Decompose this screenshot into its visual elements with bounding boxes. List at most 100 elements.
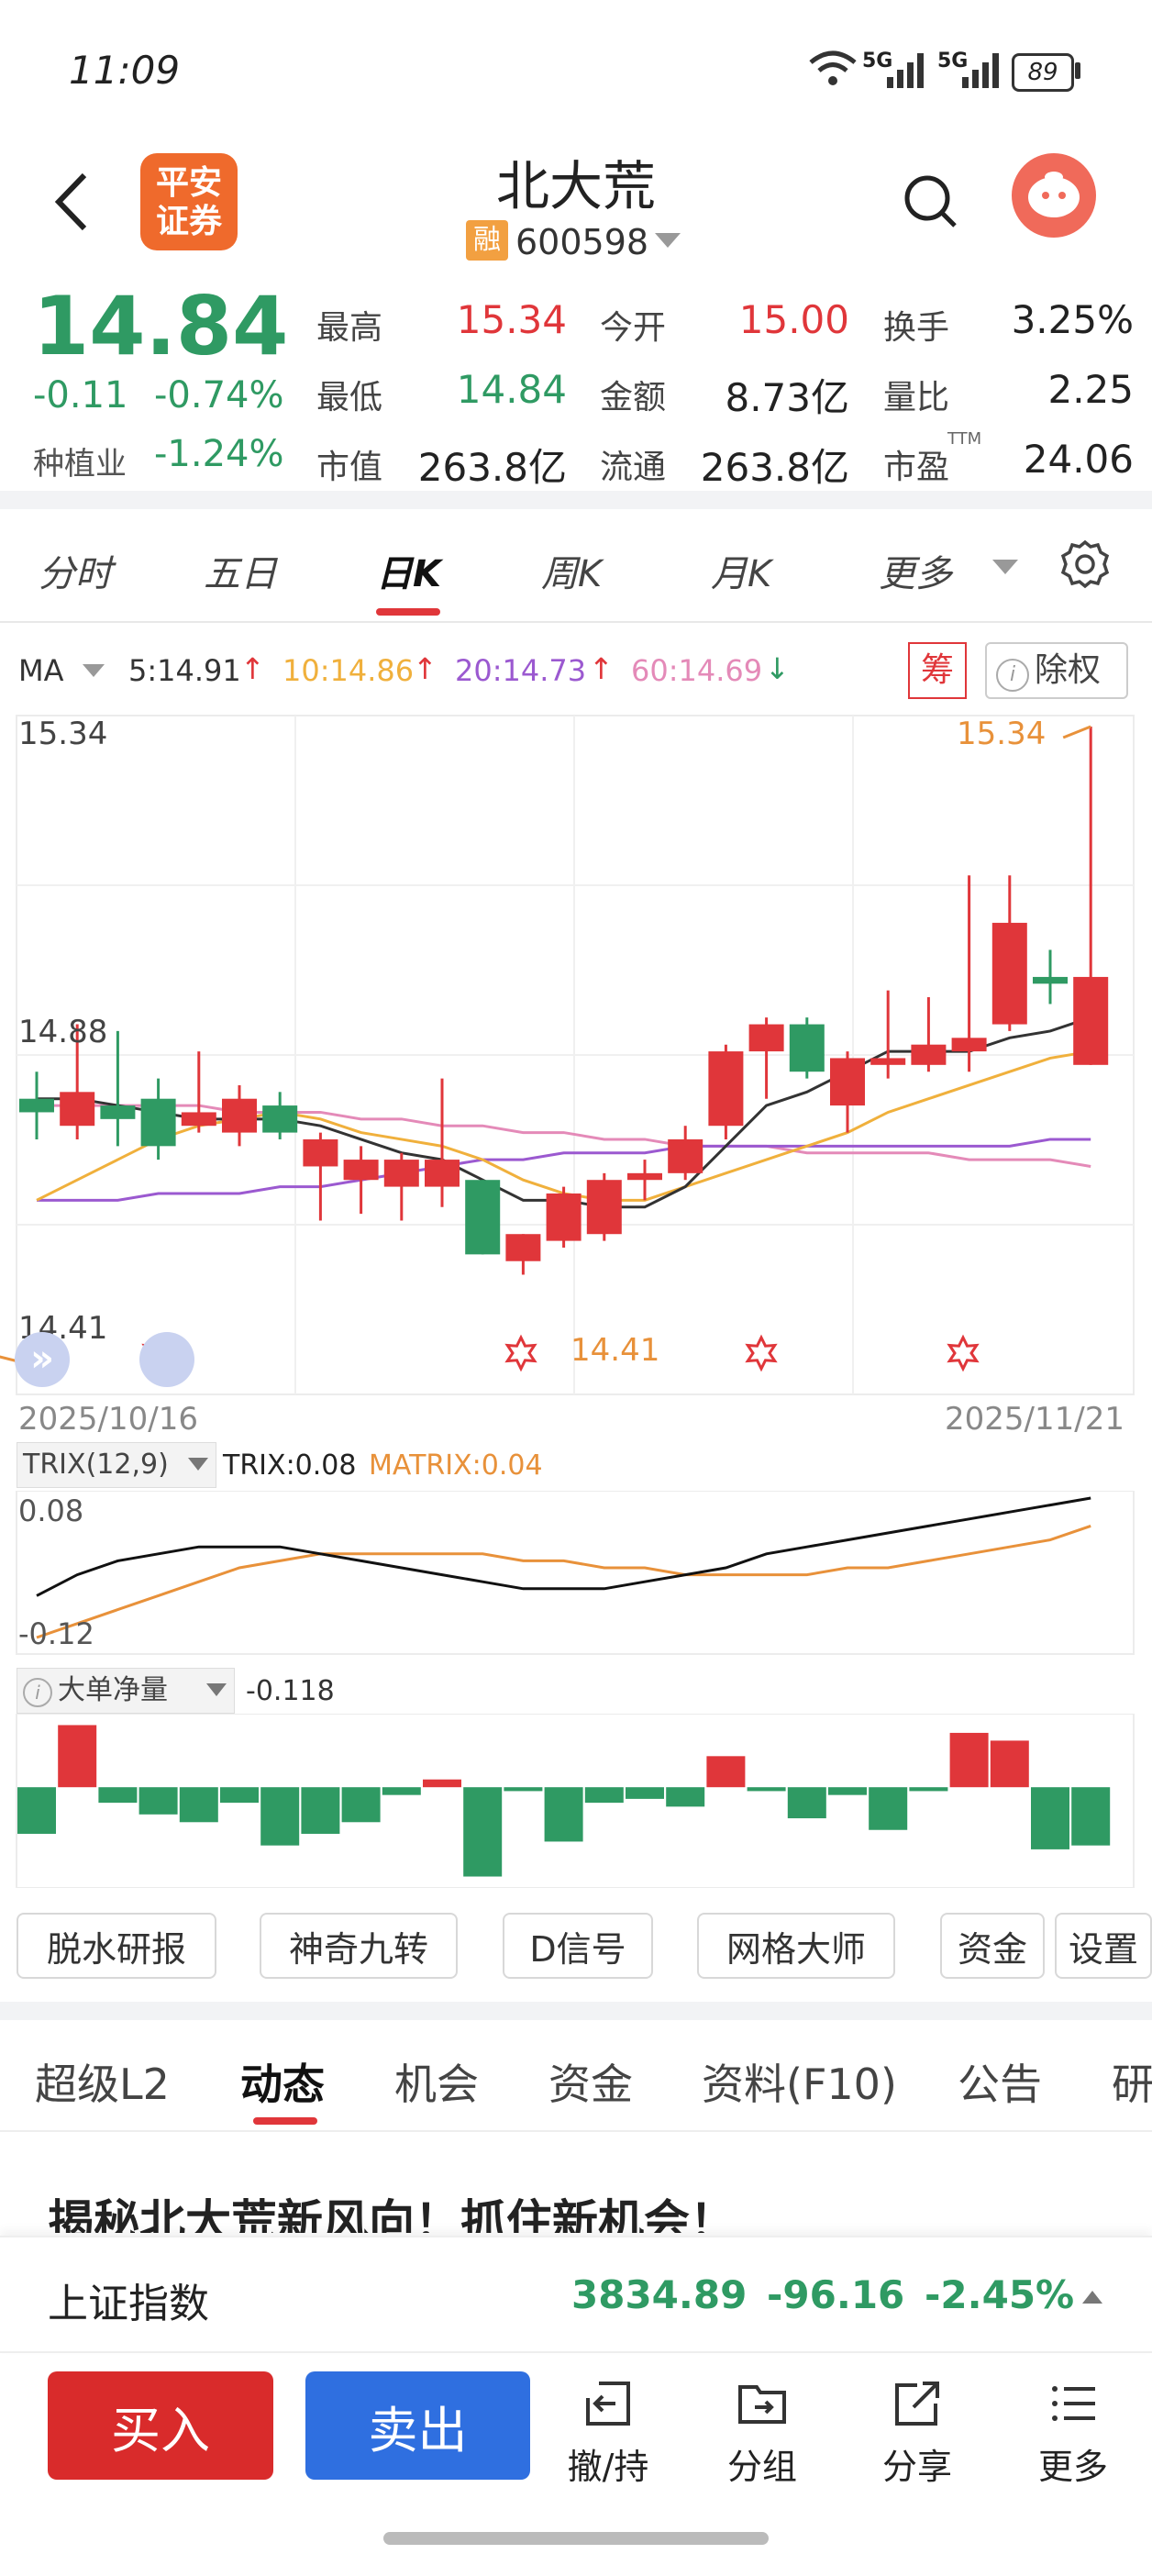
candle xyxy=(303,1138,338,1167)
content-tab[interactable]: 研 xyxy=(1112,2060,1152,2109)
active-tab-indicator xyxy=(253,2117,317,2125)
index-bar[interactable]: 上证指数 3834.89 -96.16 -2.45% xyxy=(0,2236,1152,2353)
tool-share[interactable]: 分享 xyxy=(862,2376,972,2489)
stat-label: 最低 xyxy=(316,379,383,416)
bigorder-header: i 大单净量 -0.118 xyxy=(0,1668,1152,1714)
content-tab[interactable]: 机会 xyxy=(394,2060,479,2109)
chart-mid-price: 14.88 xyxy=(18,1014,108,1050)
active-tab-indicator xyxy=(376,608,440,616)
ma10-line xyxy=(36,1049,1091,1202)
caret-down-icon[interactable] xyxy=(655,233,681,250)
tool-group[interactable]: 分组 xyxy=(707,2376,817,2489)
period-tab[interactable]: 周K xyxy=(541,553,603,595)
tool-more[interactable]: 更多 xyxy=(1018,2376,1128,2489)
period-tab[interactable]: 五日 xyxy=(204,553,277,595)
stock-code[interactable]: 600598 xyxy=(515,222,649,262)
gear-icon[interactable] xyxy=(1059,539,1111,590)
candle xyxy=(140,1098,176,1147)
ma-caret-icon[interactable] xyxy=(83,664,105,679)
stat-value: 15.00 xyxy=(738,297,849,342)
tool-withdraw[interactable]: 撤/持 xyxy=(553,2376,663,2489)
bigorder-caret-icon xyxy=(206,1683,227,1696)
price-change-pct: -0.74% xyxy=(154,374,284,416)
candle xyxy=(383,1160,419,1187)
quick-button[interactable]: 设置 xyxy=(1055,1913,1152,1979)
content-tab[interactable]: 资料(F10) xyxy=(702,2060,897,2109)
trix-max-label: 0.08 xyxy=(18,1493,84,1528)
candle xyxy=(425,1160,460,1187)
quick-button[interactable]: 神奇九转 xyxy=(260,1913,458,1979)
bigorder-bar xyxy=(949,1732,989,1788)
tool-withdraw-label: 撤/持 xyxy=(567,2447,649,2487)
bigorder-bar xyxy=(584,1787,624,1804)
sell-button[interactable]: 卖出 xyxy=(305,2371,530,2480)
info-icon: i xyxy=(996,659,1029,692)
news-headline[interactable]: 揭秘北大荒新风向！抓住新机会！ xyxy=(48,2195,736,2233)
candle xyxy=(505,1234,541,1261)
stat-value: 3.25% xyxy=(1011,297,1134,342)
more-caret-icon[interactable] xyxy=(992,560,1018,576)
ma10-value: 10:14.86 xyxy=(282,653,415,688)
candle xyxy=(262,1105,298,1133)
quick-button[interactable]: 资金 xyxy=(940,1913,1045,1979)
trix-header: TRIX(12,9) TRIX:0.08 MATRIX:0.04 xyxy=(0,1442,1152,1488)
search-icon[interactable] xyxy=(902,172,960,231)
sector-name[interactable]: 种植业 xyxy=(33,446,127,483)
header: 平安 证券 北大荒 融 600598 xyxy=(0,138,1152,275)
ma60-line xyxy=(37,1104,1091,1168)
assistant-avatar[interactable] xyxy=(1012,153,1096,238)
caret-up-icon[interactable] xyxy=(1082,2289,1102,2304)
candle xyxy=(911,1044,947,1065)
bigorder-bar xyxy=(706,1756,746,1788)
candle xyxy=(708,1051,744,1127)
expand-icon[interactable]: » xyxy=(15,1332,70,1387)
rights-button[interactable]: i 除权 xyxy=(985,642,1128,699)
period-tab[interactable]: 分时 xyxy=(39,553,112,595)
candlestick-chart[interactable] xyxy=(0,706,1152,1440)
candle xyxy=(951,1038,987,1052)
trix-selector[interactable]: TRIX(12,9) xyxy=(17,1442,216,1488)
bigorder-bar xyxy=(423,1779,461,1788)
content-tabs: 超级L2 动态 机会 资金 资料(F10) 公告 研 xyxy=(0,2020,1152,2132)
signal-5g-label: 5G xyxy=(862,50,893,72)
quick-button[interactable]: 脱水研报 xyxy=(17,1913,216,1979)
candle xyxy=(222,1098,257,1133)
period-tab[interactable]: 日K xyxy=(376,553,441,595)
ma-selector[interactable]: MA xyxy=(18,653,64,688)
bigorder-selector[interactable]: i 大单净量 xyxy=(17,1668,235,1714)
content-tab[interactable]: 资金 xyxy=(548,2060,633,2109)
chip-button[interactable]: 筹 xyxy=(908,642,967,699)
tool-group-label: 分组 xyxy=(726,2447,797,2487)
signal-badge-icon[interactable] xyxy=(139,1332,194,1387)
stat-label: 今开 xyxy=(600,309,667,347)
trix-caret-icon xyxy=(188,1458,208,1471)
bigorder-bar xyxy=(909,1787,948,1792)
quick-button[interactable]: D信号 xyxy=(503,1913,653,1979)
folder-icon xyxy=(738,2385,786,2424)
period-tab[interactable]: 更多 xyxy=(879,553,952,595)
candle xyxy=(181,1112,216,1127)
buy-button[interactable]: 买入 xyxy=(48,2371,273,2480)
period-tab[interactable]: 月K xyxy=(711,553,772,595)
stat-value: 14.84 xyxy=(456,367,567,412)
stat-value: 263.8亿 xyxy=(417,445,567,490)
stat-value: 2.25 xyxy=(1047,367,1134,412)
bigorder-bar xyxy=(301,1787,340,1834)
candle xyxy=(60,1092,95,1127)
signal-icon xyxy=(887,53,924,88)
withdraw-icon xyxy=(586,2382,630,2426)
content-tab[interactable]: 超级L2 xyxy=(35,2060,170,2109)
bigorder-bar xyxy=(58,1725,97,1788)
ma10-up-arrow: ↑ xyxy=(413,651,438,686)
content-tab[interactable]: 动态 xyxy=(240,2060,325,2109)
candle xyxy=(789,1024,825,1072)
quick-button[interactable]: 网格大师 xyxy=(697,1913,895,1979)
share-icon xyxy=(895,2382,939,2426)
bigorder-bar xyxy=(544,1787,583,1842)
ma60-value: 60:14.69 xyxy=(631,653,763,688)
home-indicator[interactable] xyxy=(383,2532,769,2545)
matrix-value: MATRIX:0.04 xyxy=(369,1449,543,1482)
back-icon[interactable] xyxy=(48,170,94,234)
chart-end-date: 2025/11/21 xyxy=(945,1401,1124,1438)
content-tab[interactable]: 公告 xyxy=(958,2060,1042,2109)
